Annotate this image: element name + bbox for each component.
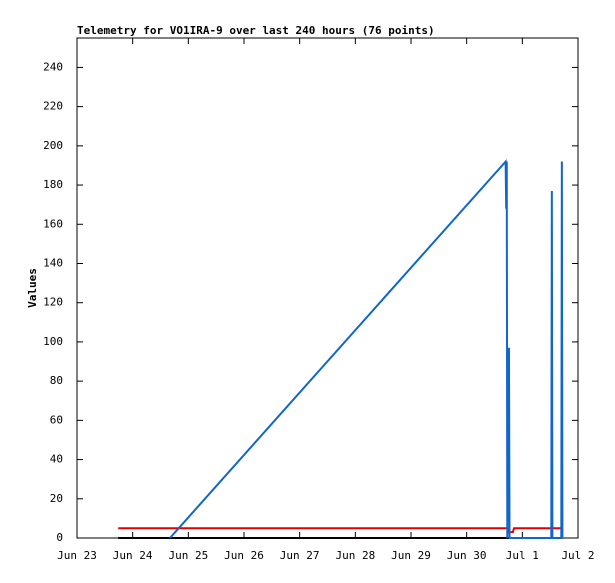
- x-tick-label: Jun 28: [335, 549, 375, 562]
- x-tick-label: Jun 26: [224, 549, 264, 562]
- y-tick-label: 240: [43, 60, 63, 73]
- x-tick-label: Jun 30: [447, 549, 487, 562]
- x-tick-label: Jun 25: [168, 549, 208, 562]
- y-tick-label: 180: [43, 178, 63, 191]
- y-tick-label: 140: [43, 256, 63, 269]
- y-tick-label: 40: [50, 453, 63, 466]
- y-tick-label: 20: [50, 492, 63, 505]
- x-tick-label: Jun 29: [391, 549, 431, 562]
- y-tick-label: 160: [43, 217, 63, 230]
- x-tick-label: Jul 2: [561, 549, 594, 562]
- x-tick-label: Jun 27: [280, 549, 320, 562]
- chart-title: Telemetry for VO1IRA-9 over last 240 hou…: [77, 24, 435, 37]
- y-tick-label: 60: [50, 413, 63, 426]
- x-tick-label: Jun 23: [57, 549, 97, 562]
- y-tick-label: 100: [43, 335, 63, 348]
- y-tick-label: 120: [43, 296, 63, 309]
- x-tick-label: Jun 24: [113, 549, 153, 562]
- y-tick-label: 0: [56, 531, 63, 544]
- y-tick-label: 80: [50, 374, 63, 387]
- data-line: [118, 527, 561, 534]
- y-axis-label: Values: [26, 268, 39, 308]
- y-tick-label: 220: [43, 100, 63, 113]
- y-tick-label: 200: [43, 139, 63, 152]
- data-line: [169, 158, 564, 539]
- x-tick-label: Jul 1: [506, 549, 539, 562]
